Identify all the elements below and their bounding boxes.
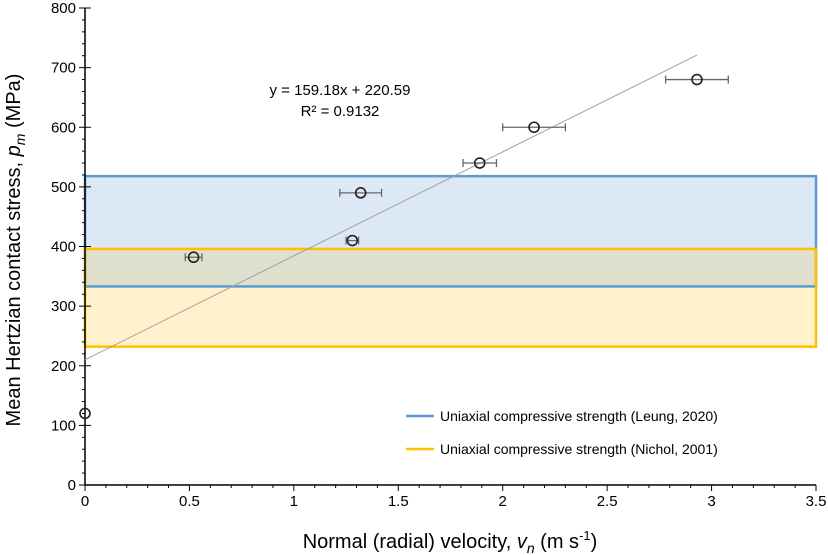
trend-equation: y = 159.18x + 220.59 [270,82,411,99]
y-tick-label: 300 [51,298,76,315]
x-tick-label: 0 [81,493,89,510]
legend-label-nichol: Uniaxial compressive strength (Nichol, 2… [440,441,718,457]
legend: Uniaxial compressive strength (Leung, 20… [406,408,718,457]
y-tick-label: 600 [51,119,76,136]
data-point [528,121,540,134]
x-tick-label: 1.5 [388,493,409,510]
y-tick-label: 500 [51,179,76,196]
legend-label-leung: Uniaxial compressive strength (Leung, 20… [440,408,718,424]
data-point [691,73,703,86]
y-tick-label: 0 [68,477,76,494]
x-tick-label: 1 [290,493,298,510]
trendline [84,54,698,361]
data-point [346,234,359,247]
band-overlap [85,248,816,287]
y-tick-label: 100 [51,417,76,434]
y-tick-label: 700 [51,60,76,77]
y-tick-label: 400 [51,239,76,256]
trend-r2: R² = 0.9132 [301,103,380,120]
x-tick-label: 2 [499,493,507,510]
x-tick-label: 0.5 [179,493,200,510]
data-point [473,157,486,169]
data-point [79,407,91,420]
x-tick-label: 3.5 [806,493,827,510]
data-point [354,187,367,199]
x-tick-label: 2.5 [597,493,618,510]
y-tick-label: 200 [51,358,76,375]
data-point [187,251,200,264]
x-axis-label: Normal (radial) velocity, vn (m s-1) [303,528,598,555]
y-tick-label: 800 [51,0,76,17]
x-tick-label: 3 [707,493,715,510]
y-axis-label: Mean Hertzian contact stress, pm (MPa) [3,74,28,427]
